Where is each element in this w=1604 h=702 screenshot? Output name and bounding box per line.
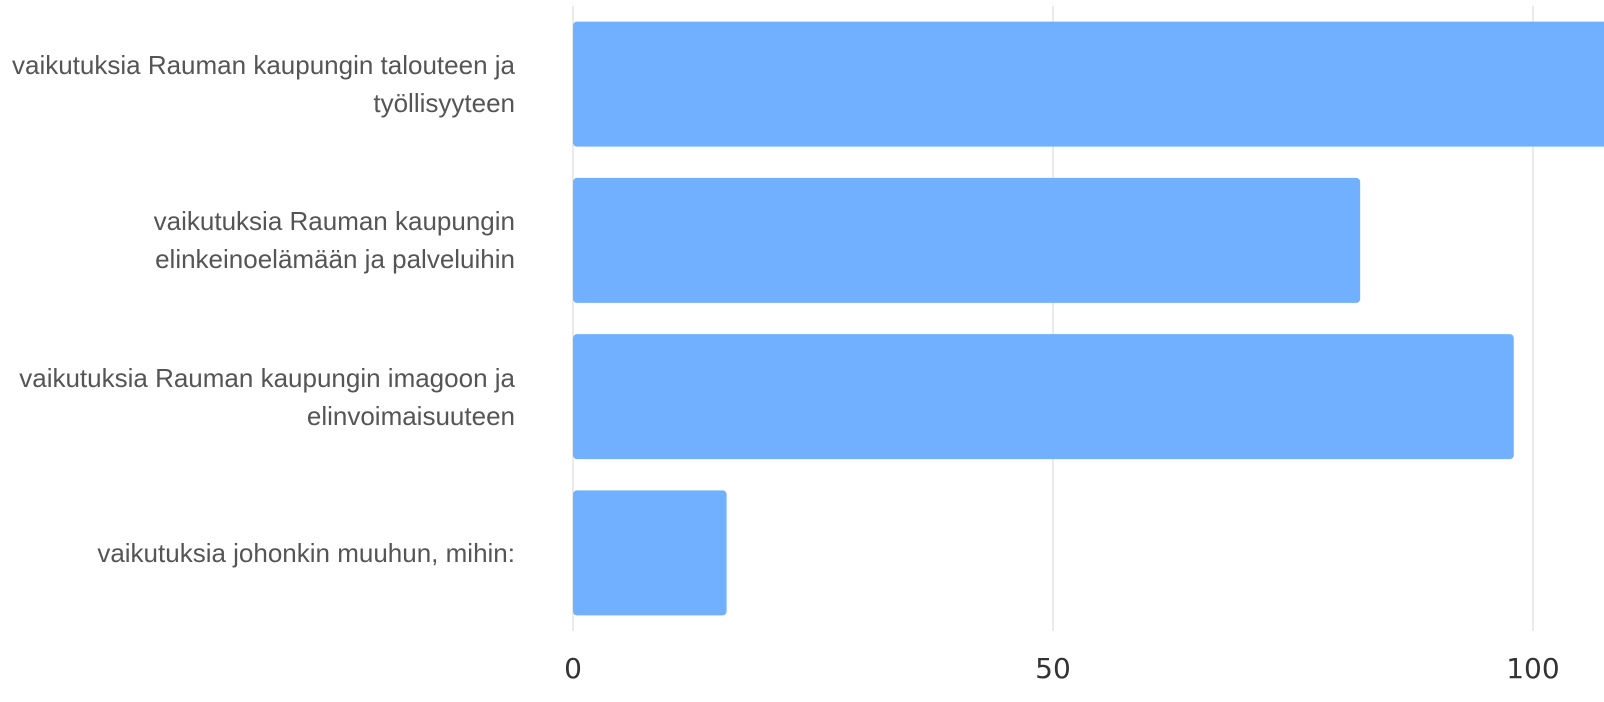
x-tick-label: 100 <box>1506 652 1559 685</box>
bar <box>573 21 1604 147</box>
bar <box>573 334 1514 460</box>
category-label: vaikutuksia Rauman kaupungin imagoon ja … <box>19 362 515 431</box>
x-tick-label: 50 <box>1035 652 1071 685</box>
bar <box>573 177 1361 303</box>
category-label: vaikutuksia johonkin muuhun, mihin: <box>97 537 515 568</box>
x-tick-label: 0 <box>564 652 582 685</box>
category-label: vaikutuksia Rauman kaupungin elinkeinoel… <box>153 206 515 275</box>
bar <box>573 490 727 616</box>
category-label: vaikutuksia Rauman kaupungin talouteen j… <box>11 50 515 119</box>
